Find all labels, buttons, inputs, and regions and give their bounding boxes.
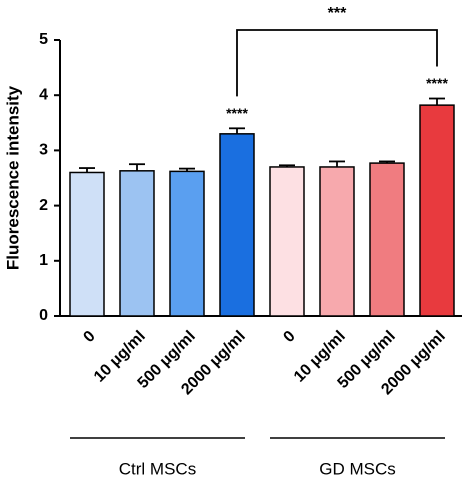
- group-label: Ctrl MSCs: [119, 459, 196, 478]
- y-tick-label: 0: [39, 307, 48, 324]
- group-label: GD MSCs: [319, 459, 396, 478]
- bar: [419, 104, 455, 317]
- significance-label: ****: [426, 75, 448, 91]
- y-tick-label: 3: [39, 142, 48, 159]
- x-tick-label: 0: [80, 328, 98, 346]
- bar: [169, 170, 205, 317]
- y-tick-label: 1: [39, 252, 48, 269]
- comparison-label: ***: [328, 5, 347, 22]
- bar: [319, 166, 355, 317]
- comparison-bracket: [236, 29, 438, 97]
- significance-label: ****: [226, 105, 248, 121]
- bar: [69, 171, 105, 317]
- bar: [119, 170, 155, 317]
- y-tick-label: 2: [39, 197, 48, 214]
- y-tick-label: 4: [39, 86, 48, 103]
- y-axis-label: Fluorescence intensity: [3, 85, 22, 270]
- x-tick-label: 0: [280, 328, 298, 346]
- bar: [269, 166, 305, 317]
- y-tick-label: 5: [39, 31, 48, 48]
- bar: [369, 162, 405, 317]
- bar: [219, 133, 255, 317]
